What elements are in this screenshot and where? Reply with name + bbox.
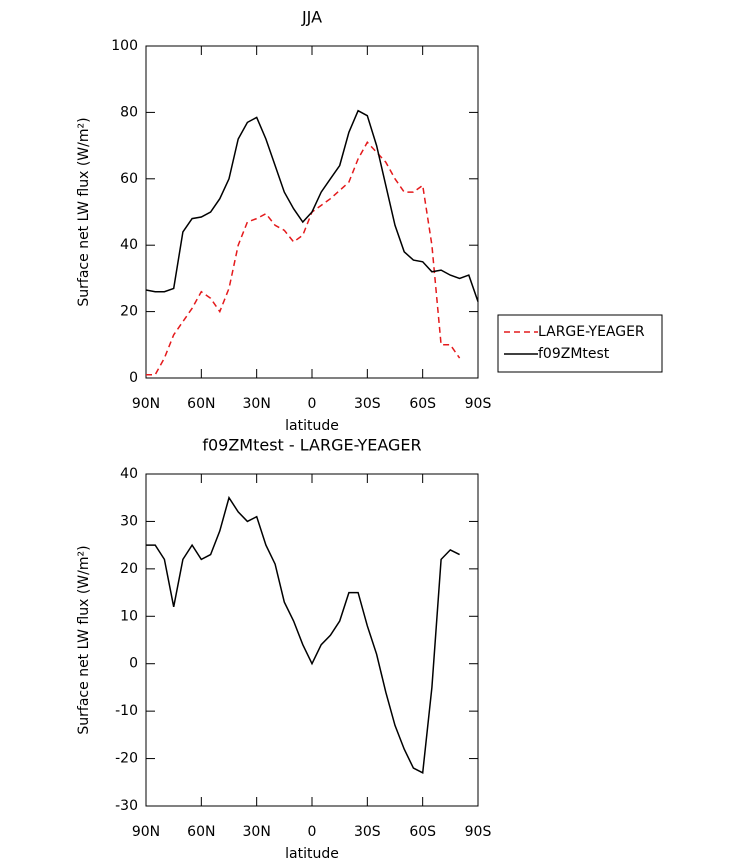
- x-tick-label: 60S: [409, 824, 436, 840]
- x-tick-label: 60N: [187, 824, 215, 840]
- y-tick-label: 20: [120, 561, 138, 577]
- chart-title: f09ZMtest - LARGE-YEAGER: [202, 436, 421, 455]
- y-tick-label: 60: [120, 171, 138, 187]
- x-tick-label: 90S: [465, 824, 492, 840]
- y-tick-label: 80: [120, 104, 138, 120]
- x-tick-label: 0: [308, 396, 317, 412]
- legend-box: [497, 314, 663, 373]
- x-tick-label: 0: [308, 824, 317, 840]
- chart-title: JJA: [301, 8, 322, 27]
- x-tick-label: 30S: [354, 396, 381, 412]
- y-tick-label: 40: [120, 466, 138, 482]
- series-line: [146, 495, 460, 774]
- x-tick-label: 30S: [354, 824, 381, 840]
- y-tick-label: 0: [129, 656, 138, 672]
- y-tick-label: 100: [111, 38, 138, 54]
- x-tick-label: 90S: [465, 396, 492, 412]
- x-tick-label: 90N: [132, 824, 160, 840]
- plot-frame: [145, 473, 479, 807]
- y-tick-label: 0: [129, 370, 138, 386]
- legend-label: LARGE-YEAGER: [538, 324, 645, 340]
- y-tick-label: 20: [120, 304, 138, 320]
- y-tick-label: -10: [115, 703, 138, 719]
- y-tick-label: 30: [120, 513, 138, 529]
- x-tick-label: 30N: [243, 396, 271, 412]
- y-tick-label: -20: [115, 751, 138, 767]
- y-tick-label: 10: [120, 608, 138, 624]
- legend-label: f09ZMtest: [538, 346, 610, 362]
- x-tick-label: 60S: [409, 396, 436, 412]
- x-axis-label: latitude: [285, 418, 339, 434]
- y-axis-label: Surface net LW flux (W/m²): [76, 117, 92, 306]
- y-tick-label: 40: [120, 237, 138, 253]
- x-tick-label: 60N: [187, 396, 215, 412]
- x-axis-label: latitude: [285, 846, 339, 862]
- y-axis-label: Surface net LW flux (W/m²): [76, 545, 92, 734]
- y-tick-label: -30: [115, 798, 138, 814]
- x-tick-label: 90N: [132, 396, 160, 412]
- series-line: [145, 109, 479, 302]
- plot-frame: [145, 45, 479, 379]
- x-tick-label: 30N: [243, 824, 271, 840]
